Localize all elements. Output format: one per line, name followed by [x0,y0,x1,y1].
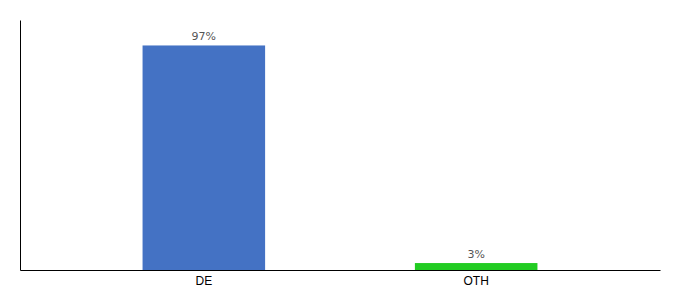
bar [415,263,538,270]
x-tick-label: OTH [463,274,488,288]
data-labels: 97% 3% [192,30,485,261]
y-axis-line [20,21,21,271]
plot: DE OTH 97% 3% [21,21,661,288]
bars [143,45,538,270]
x-tick-label: DE [195,274,212,288]
bar [143,45,266,270]
data-label: 97% [192,30,216,43]
data-label: 3% [467,248,484,261]
y-axis [20,21,21,271]
x-tick: OTH [463,274,488,288]
x-axis-line [21,270,661,271]
x-axis: DE OTH [21,271,661,288]
chart: DE OTH 97% 3% [0,0,680,300]
x-tick: DE [195,274,212,288]
